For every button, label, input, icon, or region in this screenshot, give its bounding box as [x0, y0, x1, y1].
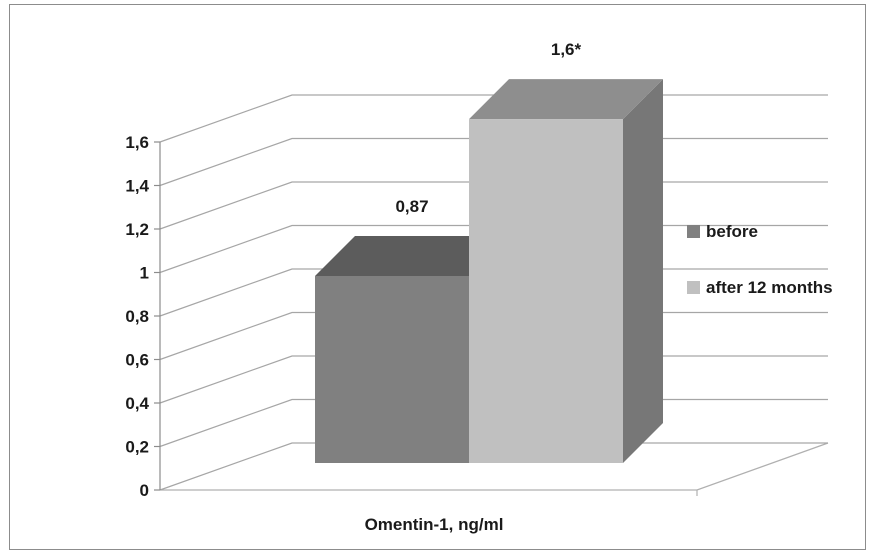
data-labels: 0,87 1,6*: [395, 40, 581, 216]
bar-top-2: [469, 79, 663, 120]
y-tick-label: 0,4: [125, 394, 149, 413]
legend-swatch-2: [687, 281, 700, 294]
y-axis: 0 0,2 0,4 0,6 0,8 1 1,2 1,4 1,6: [125, 133, 161, 500]
y-tick-label: 0,2: [125, 438, 149, 457]
legend-label-1: before: [706, 222, 758, 241]
y-tick-label: 1,4: [125, 177, 149, 196]
bar-1: [315, 276, 469, 463]
y-tick-label: 0,8: [125, 307, 149, 326]
y-tick-label: 0,6: [125, 351, 149, 370]
chart-walls: [160, 442, 829, 496]
bars: [315, 79, 663, 464]
bar-top-1: [315, 236, 509, 276]
y-tick-label: 1,6: [125, 133, 149, 152]
bar-side-2: [623, 79, 663, 464]
bar-2: [469, 119, 623, 464]
data-label-1: 0,87: [395, 197, 428, 216]
x-axis-label: Omentin-1, ng/ml: [365, 515, 504, 534]
legend: before after 12 months: [687, 222, 833, 297]
y-tick-label: 1: [140, 264, 149, 283]
data-label-2: 1,6*: [551, 40, 582, 59]
legend-label-2: after 12 months: [706, 278, 833, 297]
y-tick-label: 1,2: [125, 220, 149, 239]
gridline: [159, 442, 828, 491]
legend-swatch-1: [687, 225, 700, 238]
y-tick-label: 0: [140, 481, 149, 500]
